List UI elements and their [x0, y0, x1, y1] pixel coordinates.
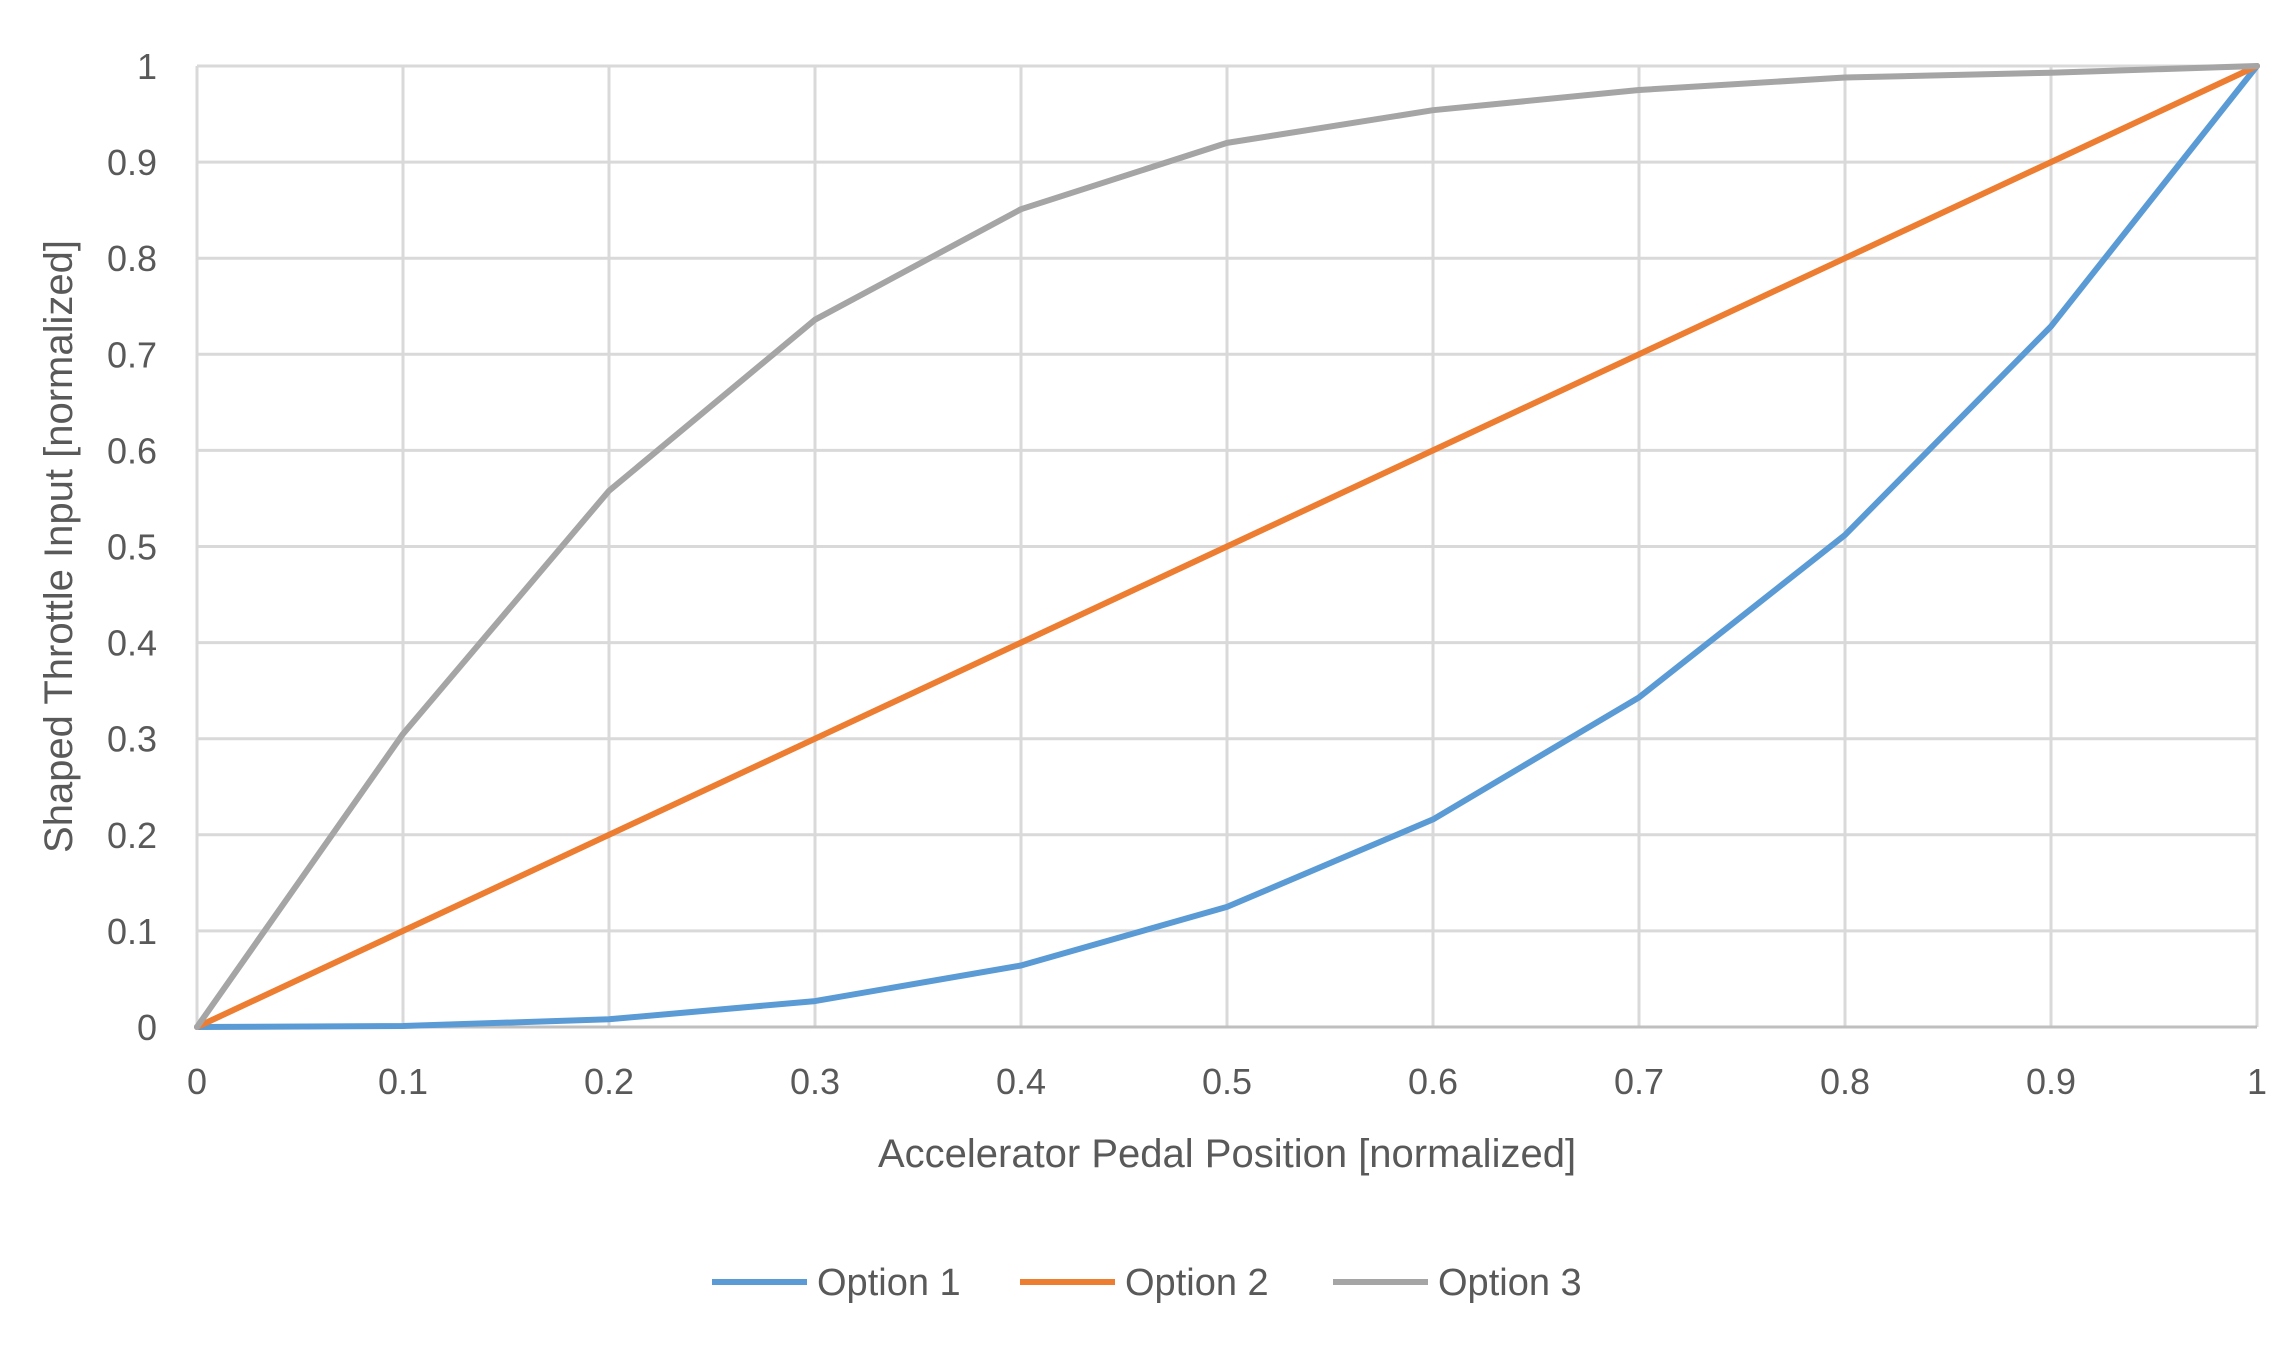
- y-tick-label: 0: [137, 1007, 157, 1048]
- series-line-option-1: [194, 63, 2260, 1030]
- y-tick-label: 0.5: [107, 527, 157, 568]
- legend-label-option-3: Option 3: [1438, 1262, 1582, 1304]
- x-tick-label: 0.1: [378, 1061, 428, 1102]
- legend-label-option-2: Option 2: [1125, 1262, 1269, 1304]
- legend: Option 1 Option 2 Option 3: [712, 1262, 1582, 1304]
- y-tick-label: 0.2: [107, 815, 157, 856]
- y-axis-title: Shaped Throttle Input [normalized]: [37, 240, 81, 853]
- y-tick-label: 0.9: [107, 142, 157, 183]
- x-tick-label: 0.4: [996, 1061, 1046, 1102]
- grid: [197, 64, 2259, 1027]
- y-tick-label: 0.3: [107, 719, 157, 760]
- x-tick-label: 0.5: [1202, 1061, 1252, 1102]
- series-line-option-3: [194, 63, 2260, 1030]
- legend-label-option-1: Option 1: [817, 1262, 961, 1304]
- x-axis-title: Accelerator Pedal Position [normalized]: [878, 1132, 1576, 1176]
- y-tick-label: 0.8: [107, 238, 157, 279]
- x-tick-label: 0.3: [790, 1061, 840, 1102]
- series-lines: [194, 63, 2260, 1030]
- x-tick-label: 0: [187, 1061, 207, 1102]
- x-tick-label: 0.6: [1408, 1061, 1458, 1102]
- x-tick-label: 0.2: [584, 1061, 634, 1102]
- y-tick-label: 0.6: [107, 430, 157, 471]
- y-tick-label: 0.4: [107, 623, 157, 664]
- y-tick-label: 1: [137, 46, 157, 87]
- y-tick-label: 0.7: [107, 334, 157, 375]
- x-tick-label: 0.8: [1820, 1061, 1870, 1102]
- y-tick-label: 0.1: [107, 911, 157, 952]
- series-line-option-2: [194, 63, 2260, 1030]
- axes: [195, 66, 2257, 1029]
- tick-labels: 0 0.1 0.2 0.3 0.4 0.5 0.6 0.7 0.8 0.9 1 0 0.1 0.2 0.3 0…: [107, 46, 2267, 1102]
- x-tick-label: 0.9: [2026, 1061, 2076, 1102]
- x-tick-label: 1: [2247, 1061, 2267, 1102]
- x-tick-label: 0.7: [1614, 1061, 1664, 1102]
